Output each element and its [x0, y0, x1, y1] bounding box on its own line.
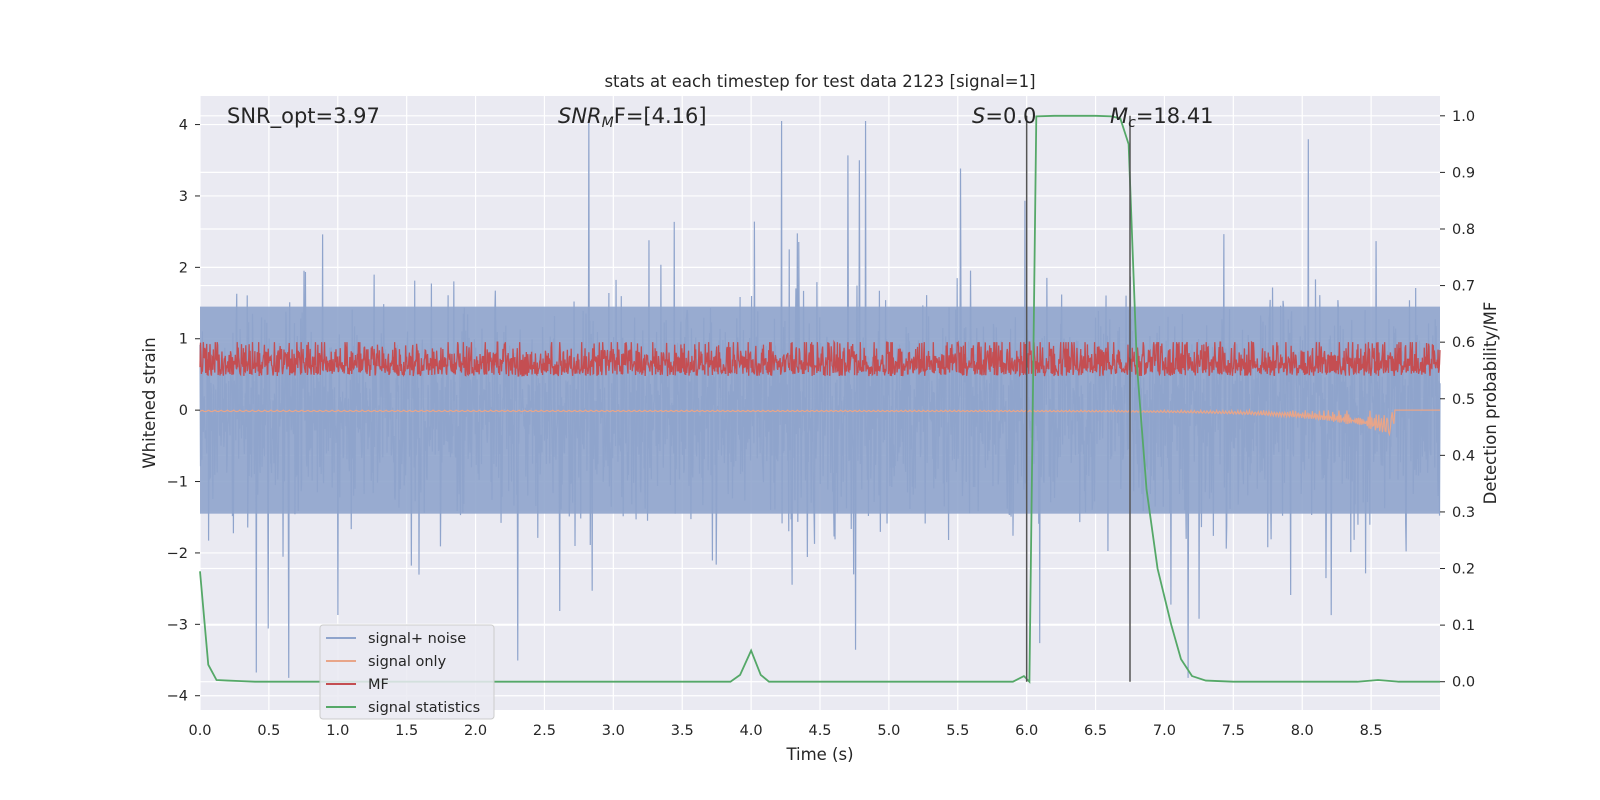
x-tick-label-11: 5.5 — [946, 723, 969, 739]
x-tick-label-4: 2.0 — [464, 723, 487, 739]
y-tick-label-2: 2 — [179, 260, 188, 276]
y-tick-label-5: −1 — [167, 475, 188, 491]
x-tick-label-13: 6.5 — [1084, 723, 1107, 739]
x-tick-label-5: 2.5 — [533, 723, 556, 739]
y-tick-label-1: 3 — [179, 189, 188, 205]
chart-title: stats at each timestep for test data 212… — [604, 72, 1035, 91]
x-tick-label-0: 0.0 — [188, 723, 211, 739]
annotation-snr-mf: SNRMF=[4.16] — [558, 104, 707, 131]
series-signal-statistics — [199, 114, 1440, 684]
y-tick-label-0: 4 — [179, 118, 188, 134]
annotation-mc: Mc=18.41 — [1110, 104, 1214, 131]
annotation-s-symbol: S — [972, 104, 985, 128]
y-tick-label-6: −2 — [167, 546, 188, 562]
y-right-tick-label-1: 0.9 — [1452, 165, 1475, 181]
x-tick-label-10: 5.0 — [877, 723, 900, 739]
y-right-tick-label-4: 0.6 — [1452, 335, 1475, 351]
y-tick-label-7: −3 — [167, 617, 188, 633]
x-tick-label-14: 7.0 — [1153, 723, 1176, 739]
annotation-snr-mf-symbol: SNR — [558, 104, 602, 128]
x-tick-label-1: 0.5 — [257, 723, 280, 739]
legend-label-mf: MF — [368, 677, 389, 693]
y-axis-right-label: Detection probability/MF — [1481, 302, 1500, 505]
y-right-tick-label-2: 0.8 — [1452, 222, 1475, 238]
annotation-snr-opt: SNR_opt=3.97 — [227, 104, 380, 129]
y-tick-label-4: 0 — [179, 403, 188, 419]
y-right-tick-label-8: 0.2 — [1452, 562, 1475, 578]
annotation-snr-mf-value: F=[4.16] — [614, 104, 707, 128]
series-mf — [199, 339, 1441, 378]
annotation-snr-mf-subscript: M — [602, 115, 614, 131]
x-axis-label: Time (s) — [785, 745, 853, 764]
plot-area — [199, 114, 1441, 684]
x-tick-label-7: 3.5 — [671, 723, 694, 739]
series-signal-noise — [199, 120, 1441, 678]
x-tick-label-8: 4.0 — [740, 723, 763, 739]
y-right-tick-label-9: 0.1 — [1452, 618, 1475, 634]
y-tick-label-8: −4 — [167, 689, 188, 705]
y-axis-label: Whitened strain — [140, 337, 159, 468]
y-tick-label-3: 1 — [179, 332, 188, 348]
x-tick-label-16: 8.0 — [1291, 723, 1314, 739]
series-signal-only — [199, 408, 1440, 437]
legend-label-signal-statistics: signal statistics — [368, 700, 480, 716]
legend: signal+ noise signal only MF signal stat… — [319, 624, 495, 720]
y-right-tick-label-0: 1.0 — [1452, 109, 1475, 125]
annotation-mc-subscript: c — [1128, 115, 1136, 131]
annotation-mc-symbol: M — [1110, 104, 1128, 128]
x-tick-label-12: 6.0 — [1015, 723, 1038, 739]
y-right-tick-label-6: 0.4 — [1452, 448, 1475, 464]
x-tick-label-2: 1.0 — [326, 723, 349, 739]
annotation-s-value: =0.0 — [985, 104, 1036, 128]
y-right-tick-label-5: 0.5 — [1452, 392, 1475, 408]
x-tick-label-17: 8.5 — [1360, 723, 1383, 739]
legend-box — [319, 624, 495, 720]
x-tick-label-9: 4.5 — [808, 723, 831, 739]
x-tick-label-6: 3.0 — [602, 723, 625, 739]
legend-label-signal-noise: signal+ noise — [368, 631, 466, 647]
x-tick-label-3: 1.5 — [395, 723, 418, 739]
ticks: 0.0 0.5 1.0 1.5 2.0 2.5 3.0 3.5 4.0 4.5 5.0 5.5 6.0 6… — [167, 109, 1475, 739]
y-right-tick-label-7: 0.3 — [1452, 505, 1475, 521]
x-tick-label-15: 7.5 — [1222, 723, 1245, 739]
legend-label-signal-only: signal only — [368, 654, 447, 670]
y-right-tick-label-3: 0.7 — [1452, 279, 1475, 295]
annotation-s: S=0.0 — [972, 104, 1036, 128]
annotation-mc-value: =18.41 — [1136, 104, 1214, 128]
y-right-tick-label-10: 0.0 — [1452, 675, 1475, 691]
